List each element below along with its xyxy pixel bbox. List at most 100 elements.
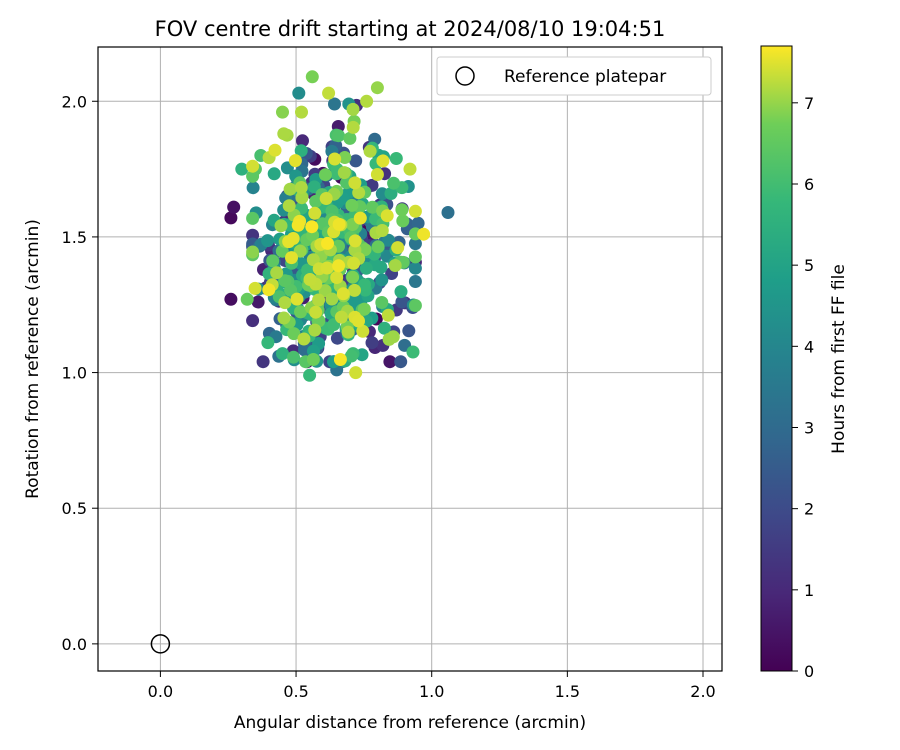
data-point-638 xyxy=(248,281,262,295)
colorbar-gradient xyxy=(760,45,793,672)
data-point-329 xyxy=(261,234,275,248)
data-point-513 xyxy=(278,274,292,288)
data-point-495 xyxy=(332,129,345,143)
data-point-520 xyxy=(408,299,422,312)
data-point-618 xyxy=(381,308,395,322)
x-tick-label-4: 2.0 xyxy=(690,682,715,701)
data-point-545 xyxy=(287,327,301,341)
data-point-626 xyxy=(319,192,333,205)
data-point-630 xyxy=(349,366,363,380)
data-point-521 xyxy=(266,254,280,268)
y-tick-label-4: 2.0 xyxy=(62,92,87,111)
data-point-603 xyxy=(282,199,296,213)
colorbar-tick-label-4: 4 xyxy=(804,337,814,356)
data-point-582 xyxy=(382,332,396,346)
colorbar-tick-label-2: 2 xyxy=(804,500,814,519)
data-point-609 xyxy=(360,94,374,108)
data-point-633 xyxy=(246,159,260,173)
data-point-510 xyxy=(375,296,389,309)
data-point-160 xyxy=(394,355,408,369)
data-point-605 xyxy=(363,144,377,158)
data-point-645 xyxy=(380,209,394,223)
data-point-225 xyxy=(441,206,455,219)
data-point-621 xyxy=(322,86,336,100)
data-point-56 xyxy=(246,314,260,328)
data-point-608 xyxy=(375,224,389,237)
x-axis-label: Angular distance from reference (arcmin) xyxy=(234,713,586,733)
data-point-550 xyxy=(306,353,320,366)
data-point-658 xyxy=(332,217,346,231)
data-point-615 xyxy=(297,332,311,346)
data-point-284 xyxy=(246,181,260,195)
data-point-246 xyxy=(408,275,422,288)
x-tick-label-2: 1.0 xyxy=(419,682,444,701)
data-point-551 xyxy=(395,203,409,217)
data-point-456 xyxy=(303,368,317,382)
data-point-453 xyxy=(261,336,275,350)
colorbar-label: Hours from first FF file xyxy=(829,264,849,454)
data-point-611 xyxy=(346,120,360,134)
data-point-153 xyxy=(402,324,416,338)
data-point-459 xyxy=(389,152,403,165)
data-point-11 xyxy=(224,292,238,306)
data-point-413 xyxy=(359,261,373,275)
reference-platepar-marker xyxy=(150,634,171,654)
data-point-556 xyxy=(357,302,371,316)
data-point-436 xyxy=(276,347,289,361)
data-point-548 xyxy=(318,168,332,182)
data-point-200 xyxy=(411,216,425,230)
data-point-661 xyxy=(262,283,276,297)
data-point-489 xyxy=(287,350,300,364)
data-point-607 xyxy=(341,325,355,339)
x-tick-label-1: 0.5 xyxy=(283,682,308,701)
data-point-597 xyxy=(308,323,322,337)
data-point-610 xyxy=(295,105,308,119)
data-point-665 xyxy=(305,220,319,234)
data-point-660 xyxy=(332,259,346,273)
data-point-78 xyxy=(256,355,270,369)
data-point-599 xyxy=(277,127,291,141)
x-tick-label-3: 1.5 xyxy=(555,682,580,701)
data-point-492 xyxy=(387,176,401,190)
data-points xyxy=(224,70,455,382)
data-point-640 xyxy=(320,261,334,275)
data-point-549 xyxy=(294,305,307,319)
data-point-570 xyxy=(246,245,260,259)
colorbar-tick-label-6: 6 xyxy=(804,175,814,194)
data-point-559 xyxy=(305,70,319,84)
data-point-560 xyxy=(338,151,352,164)
y-tick-label-2: 1.0 xyxy=(62,364,87,383)
data-point-578 xyxy=(274,219,288,233)
data-point-19 xyxy=(383,355,397,369)
data-point-457 xyxy=(358,278,371,292)
data-point-625 xyxy=(309,305,323,319)
data-point-613 xyxy=(352,186,366,200)
data-point-642 xyxy=(328,152,342,166)
data-point-425 xyxy=(294,144,308,158)
data-point-664 xyxy=(321,236,334,250)
data-point-511 xyxy=(246,211,260,225)
data-point-617 xyxy=(334,310,348,324)
y-axis-ticks: 0.0 0.5 1.0 1.5 2.0 xyxy=(62,92,98,654)
data-point-606 xyxy=(278,296,292,310)
y-tick-label-1: 0.5 xyxy=(62,499,87,518)
data-point-656 xyxy=(282,235,296,249)
legend-box xyxy=(436,56,712,96)
data-point-643 xyxy=(348,234,362,248)
data-point-650 xyxy=(352,314,365,328)
data-point-583 xyxy=(337,166,351,180)
data-point-628 xyxy=(356,324,370,338)
data-point-585 xyxy=(283,182,297,196)
colorbar-tick-label-0: 0 xyxy=(804,662,814,681)
plot-frame xyxy=(97,46,723,672)
data-point-619 xyxy=(348,283,361,297)
data-point-649 xyxy=(290,292,304,306)
y-tick-label-0: 0.0 xyxy=(62,635,87,654)
x-axis-ticks: 0.0 0.5 1.0 1.5 2.0 xyxy=(148,671,716,701)
data-point-6 xyxy=(224,211,238,225)
data-point-590 xyxy=(388,259,402,272)
data-point-16 xyxy=(227,200,241,214)
data-point-472 xyxy=(406,345,420,359)
data-point-536 xyxy=(371,240,385,254)
